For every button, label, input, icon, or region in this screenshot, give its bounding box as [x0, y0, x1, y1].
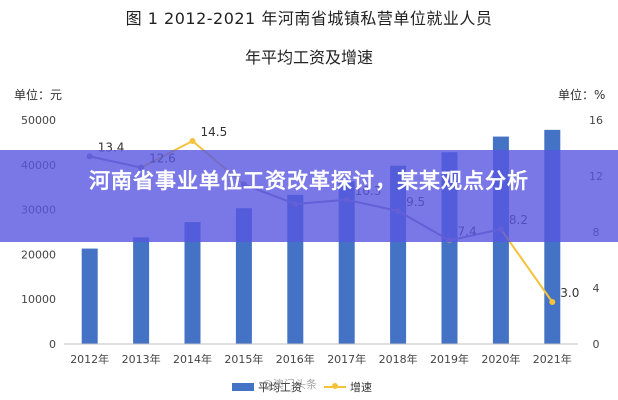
left-tick-label-1: 10000: [21, 293, 56, 306]
right-axis-unit-label: 单位：%: [558, 88, 606, 102]
figure-title-line-1: 图 1 2012-2021 年河南省城镇私营单位就业人员: [125, 9, 493, 28]
legend-label-salary: 平均工资: [258, 381, 302, 394]
legend-line-swatch: [324, 383, 346, 389]
line-data-label-9: 3.0: [560, 286, 579, 300]
x-tick-label-6: 2018年: [379, 352, 418, 366]
x-tick-label-3: 2015年: [224, 352, 263, 366]
left-tick-label-0: 0: [49, 338, 56, 351]
x-tick-label-1: 2013年: [122, 352, 161, 366]
left-tick-label-2: 20000: [21, 248, 56, 261]
left-axis-unit-label: 单位：元: [14, 88, 63, 102]
line-point-2021年: [549, 299, 556, 305]
x-tick-label-5: 2017年: [327, 352, 366, 366]
title-banner: 河南省事业单位工资改革探讨，某某观点分析: [0, 150, 618, 242]
line-point-2014年: [189, 138, 196, 144]
x-axis-labels: 2012年 2013年 2014年 2015年 2016年 2017年 2018年 2019年…: [70, 352, 572, 366]
chart-legend: 平均工资 增速: [232, 379, 394, 395]
right-tick-label-4: 16: [589, 114, 603, 127]
legend-item-growth: 增速: [324, 379, 372, 395]
x-tick-label-2: 2014年: [173, 352, 212, 366]
figure-title-line-2: 年平均工资及增速: [244, 48, 373, 67]
x-tick-label-9: 2021年: [533, 352, 572, 366]
bar-2014年: [184, 222, 201, 344]
watermark: @澳门头条: [262, 378, 317, 391]
left-tick-label-5: 50000: [21, 114, 56, 127]
x-tick-label-8: 2020年: [481, 352, 520, 366]
x-tick-label-0: 2012年: [70, 352, 109, 366]
right-tick-label-1: 4: [593, 282, 600, 295]
bar-2013年: [133, 237, 150, 344]
x-tick-label-4: 2016年: [276, 352, 315, 366]
legend-label-growth: 增速: [350, 381, 372, 394]
right-tick-label-0: 0: [593, 338, 600, 351]
bar-2012年: [81, 248, 98, 344]
legend-item-salary: 平均工资: [232, 379, 302, 395]
legend-bar-swatch: [232, 383, 254, 391]
banner-headline: 河南省事业单位工资改革探讨，某某观点分析: [89, 169, 529, 193]
bar-2015年: [235, 208, 252, 344]
x-tick-label-7: 2019年: [430, 352, 469, 366]
line-data-label-2: 14.5: [201, 125, 228, 139]
